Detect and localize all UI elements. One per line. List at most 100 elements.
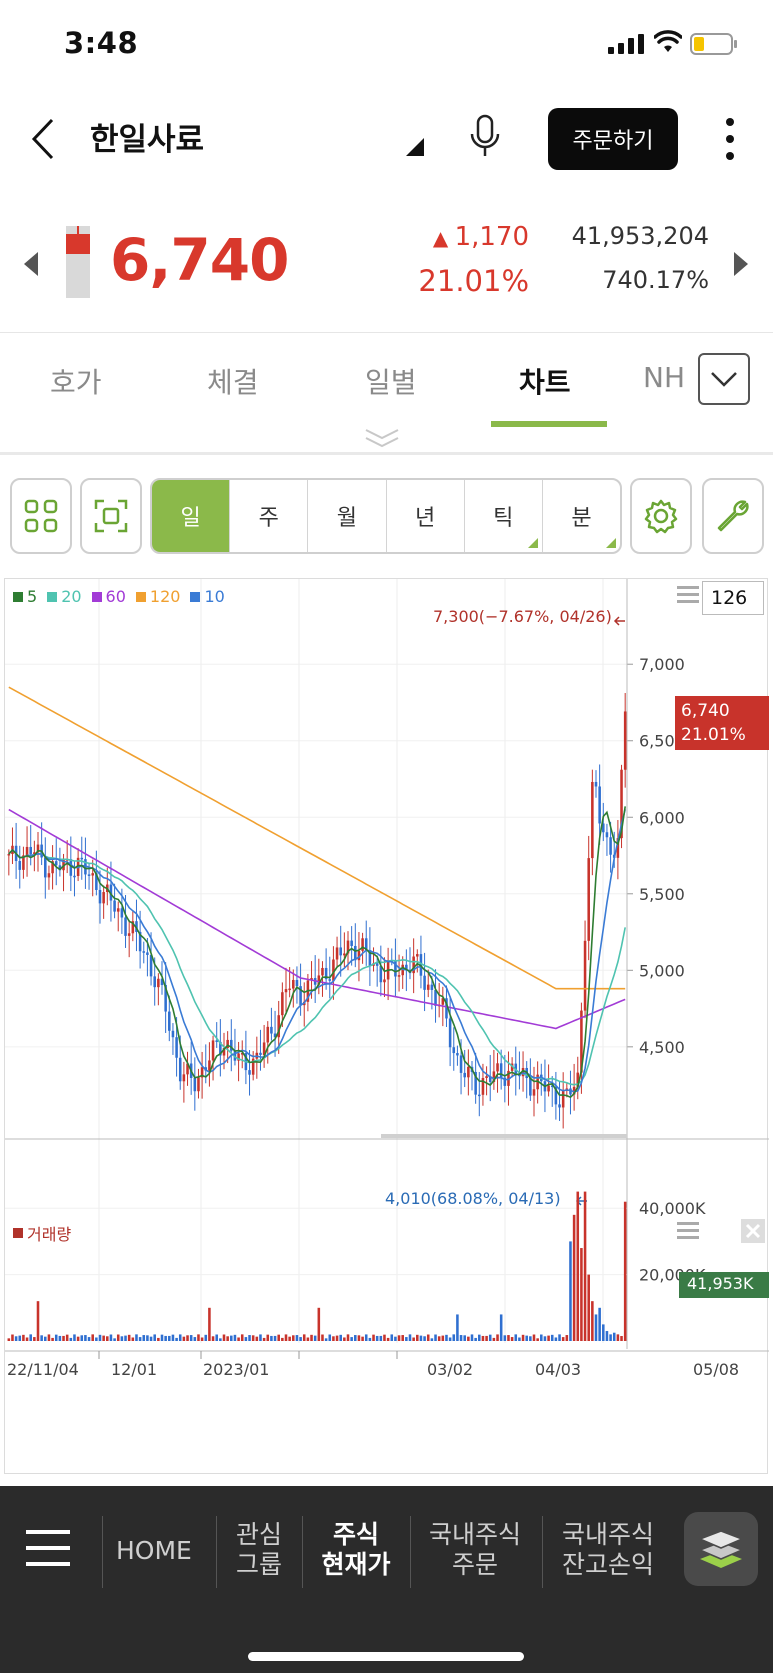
prev-stock-icon[interactable] [24,252,38,276]
volume-bar [602,1324,605,1341]
volume-panel-menu-icon[interactable] [677,1221,699,1241]
tab-nh[interactable]: NH [643,361,685,394]
candle-body [7,853,11,856]
volume-bar [510,1337,514,1341]
volume-bar [386,1337,390,1341]
current-price-tag: 6,740 21.01% [675,696,769,750]
candle-body [230,1039,233,1051]
period-tick[interactable]: 틱 [465,480,543,552]
nav-home[interactable]: HOME [116,1536,192,1565]
volume-bar [255,1336,259,1341]
volume-bar [149,1336,153,1341]
volume-bar [335,1335,339,1341]
period-week[interactable]: 주 [230,480,309,552]
volume-bar [175,1337,178,1341]
tab-daily[interactable]: 일별 [365,366,417,399]
candle-body [160,978,164,986]
stock-chart[interactable]: 7,000 6,500 6,000 5,500 5,000 4,500 40,000K 20,… [4,578,769,1475]
volume-bar [251,1335,255,1341]
price-panel-menu-icon[interactable] [677,585,699,605]
chart-settings-button[interactable] [630,478,692,554]
volume-bar [11,1334,14,1341]
price-tick-label: 6,500 [639,732,685,751]
volume-bar [350,1337,353,1341]
volume-bar [361,1336,364,1341]
candle-count-input[interactable]: 126 [702,581,764,615]
ma120-line [8,686,626,990]
volume-bar [76,1336,80,1341]
candle-body [44,857,47,878]
close-volume-panel-icon[interactable] [741,1219,765,1243]
grid-layout-button[interactable] [10,478,72,554]
candle-body [109,884,113,901]
microphone-icon[interactable] [468,114,502,160]
candle-body [423,975,426,990]
back-icon[interactable] [26,116,66,162]
volume-bar [266,1334,270,1341]
volume-bar [259,1334,262,1341]
next-stock-icon[interactable] [734,252,748,276]
volume-bar [317,1307,321,1341]
period-day[interactable]: 일 [152,480,231,552]
volume-bar [583,1191,587,1341]
candle-body [412,956,415,974]
collapse-handle-icon[interactable] [364,428,400,450]
volume-bar [106,1336,109,1341]
nav-stock-price[interactable]: 주식 현재가 [321,1520,391,1579]
nav-domestic-order[interactable]: 국내주식 주문 [428,1520,521,1579]
volume-bar [29,1334,32,1341]
nav-watchlist[interactable]: 관심 그룹 [235,1520,282,1579]
volume-bar [98,1334,102,1341]
volume-bar [514,1334,518,1341]
candle-body [328,979,332,981]
candle-body [383,979,386,983]
legend-ma10: 10 [190,587,225,606]
fullscreen-button[interactable] [80,478,142,554]
candle-body [609,837,612,855]
period-year[interactable]: 년 [387,480,465,552]
candle-body [397,975,401,977]
candle-body [324,967,328,980]
tab-expand-button[interactable] [698,353,750,405]
volume-bar [405,1337,408,1341]
more-options-icon[interactable] [720,116,740,162]
candle-body [474,1071,477,1095]
candle-body [175,1037,178,1058]
volume-bar [288,1336,291,1341]
nav-domestic-balance[interactable]: 국내주식 잔고손익 [561,1520,654,1579]
volume-bar [379,1335,383,1341]
volume-bar [368,1337,372,1341]
chart-canvas[interactable]: 7,0006,5006,0005,5005,0004,50040,000K20,… [5,579,769,1475]
period-month[interactable]: 월 [308,480,387,552]
candle-body [332,959,335,981]
dropdown-triangle-icon[interactable] [406,138,424,156]
candle-body [350,940,353,946]
candle-body [394,960,397,977]
candle-body [135,921,138,932]
stock-name[interactable]: 한일사료 [90,122,205,158]
volume-bar [142,1335,146,1341]
tab-hoga[interactable]: 호가 [50,366,102,399]
candle-body [292,979,295,989]
candle-body [598,786,601,824]
order-button[interactable]: 주문하기 [548,108,678,170]
hamburger-menu-icon[interactable] [26,1530,70,1566]
chart-tools-button[interactable] [702,478,764,554]
volume-bar [240,1334,244,1341]
tab-execution[interactable]: 체결 [207,366,259,399]
candle-body [623,711,627,770]
volume-bar [488,1334,492,1341]
x-axis-label: 22/11/04 [7,1360,79,1379]
candle-body [576,1072,580,1087]
candle-body [346,940,350,954]
chevron-down-icon [711,372,737,387]
legend-ma120: 120 [135,587,180,606]
candle-body [58,865,62,871]
home-indicator [248,1652,524,1661]
layers-button[interactable] [684,1512,758,1586]
period-minute[interactable]: 분 [543,480,620,552]
volume-bar [80,1335,84,1341]
candle-body [426,984,430,990]
volume-bar [36,1301,40,1341]
tab-chart[interactable]: 차트 [519,366,571,399]
